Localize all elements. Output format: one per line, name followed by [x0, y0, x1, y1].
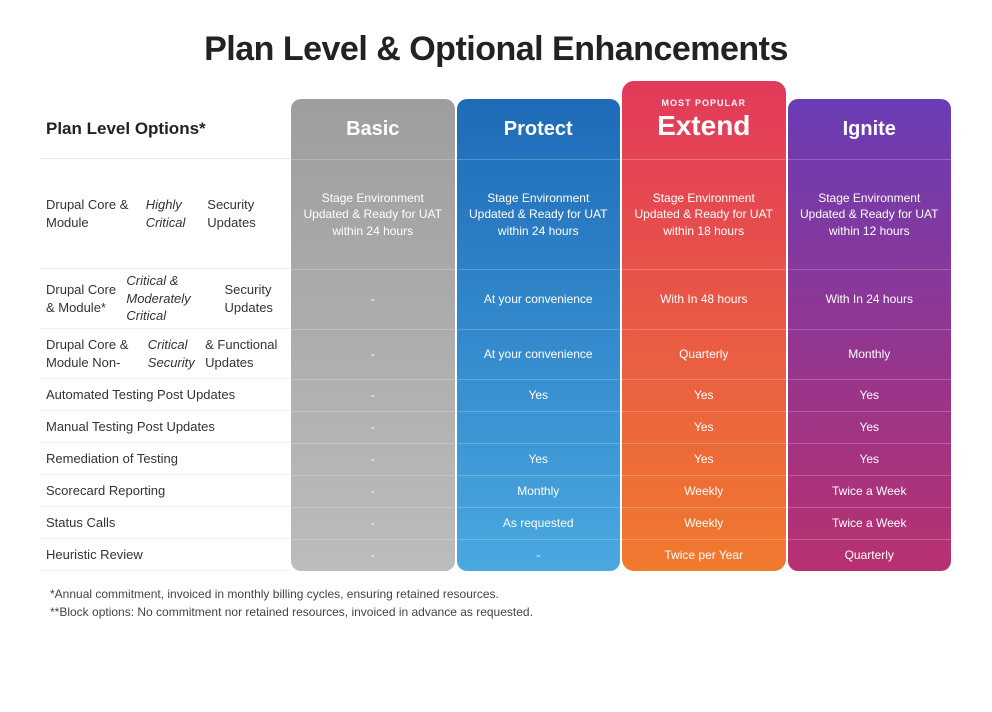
footnote-1: *Annual commitment, invoiced in monthly …: [50, 585, 952, 603]
option-label: Drupal Core & Module* Critical & Moderat…: [40, 269, 290, 329]
plan-cell: Twice a Week: [788, 507, 952, 539]
plan-cell: -: [291, 443, 455, 475]
plan-cell: Yes: [788, 379, 952, 411]
plan-header-protect: Protect: [457, 99, 621, 159]
option-label: Remediation of Testing: [40, 443, 290, 475]
plan-badge-extend: MOST POPULAR: [661, 98, 746, 108]
plan-column-protect: Protect Stage Environment Updated & Read…: [457, 99, 621, 571]
plan-cell: Quarterly: [788, 539, 952, 571]
plan-name-basic: Basic: [346, 118, 399, 141]
plan-cell: With In 24 hours: [788, 269, 952, 329]
option-label: Drupal Core & Module Highly Critical Sec…: [40, 159, 290, 269]
plan-cell: [457, 411, 621, 443]
plan-cell: -: [291, 269, 455, 329]
plan-column-ignite: Ignite Stage Environment Updated & Ready…: [788, 99, 952, 571]
plan-cell: Stage Environment Updated & Ready for UA…: [788, 159, 952, 269]
plan-name-ignite: Ignite: [843, 118, 896, 141]
plan-cell: Twice per Year: [622, 539, 786, 571]
plan-cell: Monthly: [457, 475, 621, 507]
plan-cell: Twice a Week: [788, 475, 952, 507]
plan-cell: Yes: [788, 443, 952, 475]
plan-cell: Quarterly: [622, 329, 786, 379]
plan-name-extend: Extend: [657, 110, 750, 142]
plan-cell: -: [291, 539, 455, 571]
plan-header-ignite: Ignite: [788, 99, 952, 159]
plan-cell: At your convenience: [457, 329, 621, 379]
option-label: Scorecard Reporting: [40, 475, 290, 507]
option-label: Drupal Core & Module Non-Critical Securi…: [40, 329, 290, 379]
plan-cell: With In 48 hours: [622, 269, 786, 329]
option-label: Status Calls: [40, 507, 290, 539]
plan-cell: -: [291, 411, 455, 443]
plan-header-basic: Basic: [291, 99, 455, 159]
plan-cell: As requested: [457, 507, 621, 539]
plan-cell: Weekly: [622, 507, 786, 539]
plan-cell: Yes: [622, 411, 786, 443]
plan-cell: Monthly: [788, 329, 952, 379]
plan-name-protect: Protect: [504, 118, 573, 141]
plan-cell: -: [457, 539, 621, 571]
plan-cell: Yes: [457, 443, 621, 475]
plan-cell: Yes: [457, 379, 621, 411]
plan-header-extend: MOST POPULAR Extend: [622, 81, 786, 159]
plan-cell: At your convenience: [457, 269, 621, 329]
plan-column-basic: Basic Stage Environment Updated & Ready …: [291, 99, 455, 571]
plan-cell: -: [291, 507, 455, 539]
option-label: Heuristic Review: [40, 539, 290, 571]
plan-cell: Yes: [622, 443, 786, 475]
pricing-table: Plan Level Options* Drupal Core & Module…: [40, 99, 952, 571]
page-title: Plan Level & Optional Enhancements: [40, 30, 952, 69]
options-labels-column: Plan Level Options* Drupal Core & Module…: [40, 99, 290, 571]
plan-cell: -: [291, 379, 455, 411]
plan-cell: Yes: [622, 379, 786, 411]
plan-cell: Stage Environment Updated & Ready for UA…: [291, 159, 455, 269]
footnote-2: **Block options: No commitment nor retai…: [50, 603, 952, 621]
plan-cell: -: [291, 475, 455, 507]
plan-cell: Stage Environment Updated & Ready for UA…: [457, 159, 621, 269]
footnotes: *Annual commitment, invoiced in monthly …: [40, 585, 952, 621]
plan-cell: -: [291, 329, 455, 379]
plan-column-extend: MOST POPULAR Extend Stage Environment Up…: [622, 81, 786, 571]
plan-cell: Stage Environment Updated & Ready for UA…: [622, 159, 786, 269]
option-label: Automated Testing Post Updates: [40, 379, 290, 411]
plan-cell: Yes: [788, 411, 952, 443]
options-header: Plan Level Options*: [40, 99, 290, 159]
plan-cell: Weekly: [622, 475, 786, 507]
option-label: Manual Testing Post Updates: [40, 411, 290, 443]
